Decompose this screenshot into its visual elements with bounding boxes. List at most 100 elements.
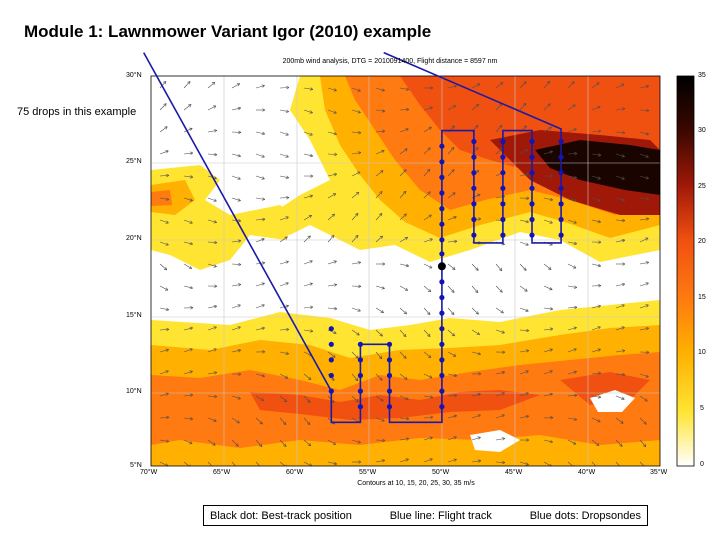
wind-arrow <box>159 173 170 178</box>
wind-arrow <box>159 415 170 420</box>
wind-arrow <box>207 371 218 375</box>
wind-arrow <box>279 196 290 200</box>
wind-arrow <box>207 105 217 111</box>
wind-arrow <box>279 260 289 265</box>
wind-arrow <box>159 370 169 375</box>
wind-arrow <box>519 285 528 292</box>
wind-arrow <box>591 395 602 399</box>
wind-arrow <box>447 436 457 441</box>
wind-arrow <box>567 175 577 179</box>
wind-arrow <box>519 328 530 333</box>
wind-arrow <box>543 80 551 89</box>
wind-arrow <box>351 235 359 243</box>
wind-arrow <box>183 127 193 133</box>
wind-arrow <box>567 104 576 111</box>
wind-arrow <box>615 130 626 135</box>
wind-arrow <box>519 392 529 397</box>
legend-box: Black dot: Best-track position Blue line… <box>203 505 648 526</box>
wind-arrow <box>519 196 530 200</box>
wind-arrow <box>495 285 503 293</box>
dropsonde-point-31 <box>439 159 445 165</box>
wind-arrow <box>231 283 242 287</box>
wind-arrow <box>207 304 217 309</box>
wind-arrow <box>639 237 649 243</box>
dropsonde-point-41 <box>500 216 506 223</box>
wind-arrow <box>615 461 622 466</box>
wind-arrow <box>447 307 455 315</box>
wind-arrow <box>639 350 650 354</box>
wind-arrow <box>183 393 194 397</box>
wind-arrow <box>615 395 625 400</box>
dropsonde-point-60 <box>558 138 564 145</box>
wind-arrow <box>159 219 169 224</box>
wind-arrow <box>471 103 480 111</box>
wind-arrow <box>231 153 241 158</box>
dropsonde-point-13 <box>386 372 393 379</box>
wind-arrow <box>543 307 554 311</box>
wind-arrow <box>399 107 410 112</box>
wind-arrow <box>639 108 650 113</box>
wind-arrow <box>183 306 194 310</box>
dropsonde-point-19 <box>439 357 445 363</box>
wind-arrow <box>399 285 409 291</box>
lon-label-55w: 55°W <box>359 469 377 476</box>
wind-arrow <box>423 238 433 243</box>
wind-arrow <box>303 215 312 221</box>
wind-arrow <box>327 306 338 311</box>
wind-arrow <box>351 351 359 359</box>
wind-arrow <box>231 304 241 309</box>
dropsonde-point-37 <box>471 170 477 176</box>
legend-flight-track: Blue line: Flight track <box>389 509 492 522</box>
wind-arrow <box>351 329 360 336</box>
lon-label-60w: 60°W <box>286 469 304 476</box>
lon-label-50w: 50°W <box>432 469 450 476</box>
lat-label-5n: 5°N <box>130 462 142 469</box>
wind-arrow <box>471 147 479 155</box>
wind-arrow <box>375 307 384 314</box>
wind-arrow <box>639 304 649 309</box>
wind-arrow <box>543 263 552 270</box>
wind-arrow <box>519 349 530 353</box>
dropsonde-point-39 <box>471 138 477 145</box>
dropsonde-point-26 <box>439 237 445 243</box>
wind-arrow <box>375 459 385 463</box>
wind-arrow <box>375 351 383 360</box>
lat-label-25n: 25°N <box>126 158 142 165</box>
wind-arrow <box>351 130 362 135</box>
wind-arrow <box>495 263 503 272</box>
wind-arrow <box>567 81 575 89</box>
wind-arrow <box>639 153 649 158</box>
wind-arrow <box>375 395 384 402</box>
southern-clear-2 <box>470 430 520 452</box>
dropsonde-point-53 <box>529 138 535 145</box>
wind-arrow <box>639 373 649 378</box>
wind-arrow <box>327 152 338 157</box>
wind-arrow <box>543 327 554 331</box>
wind-arrow <box>471 83 481 89</box>
wind-arrow <box>351 87 361 92</box>
lat-label-20n: 20°N <box>126 235 142 242</box>
wind-arrow <box>567 326 577 331</box>
wind-arrow <box>375 438 386 443</box>
wind-arrow <box>591 461 598 466</box>
flight-track <box>143 51 562 424</box>
wind-arrow <box>399 87 410 91</box>
wind-arrow <box>375 285 385 290</box>
wind-arrow <box>615 304 625 309</box>
wind-arrow <box>423 415 434 419</box>
wind-arrow <box>207 348 217 353</box>
wind-arrow <box>591 129 602 133</box>
wind-arrow <box>351 109 361 114</box>
wind-arrow <box>447 84 457 89</box>
wind-arrow <box>567 151 578 156</box>
wind-arrow <box>567 439 577 445</box>
wind-arrow <box>231 130 242 134</box>
dropsonde-point-29 <box>439 190 445 196</box>
wind-arrow <box>303 153 313 158</box>
wind-arrow <box>447 393 458 398</box>
wind-arrow <box>423 436 433 441</box>
wind-arrow <box>351 213 359 221</box>
wind-arrow <box>327 235 335 243</box>
wind-arrow <box>183 219 193 224</box>
wind-arrow <box>207 81 216 89</box>
